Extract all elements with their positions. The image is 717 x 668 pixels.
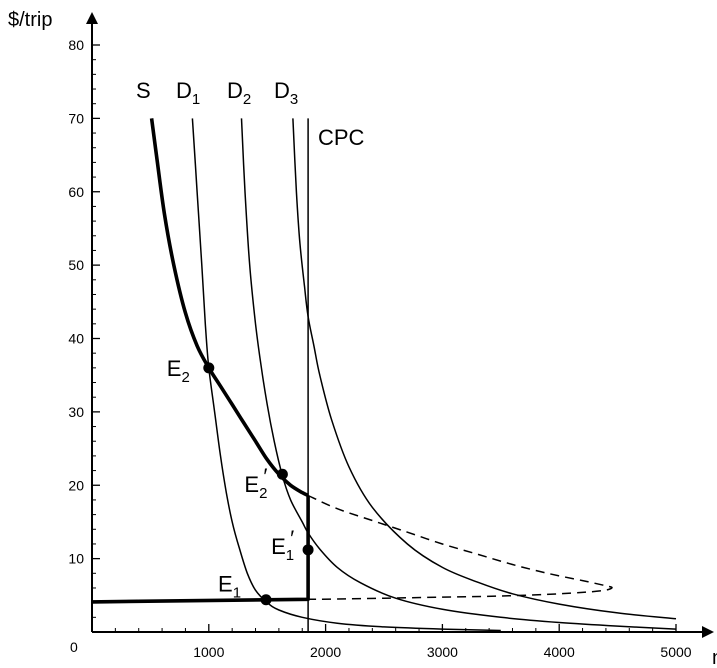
x-axis-arrow [702, 626, 714, 638]
y-tick-label: 40 [68, 331, 84, 347]
x-tick-label: 0 [70, 639, 78, 655]
equilibrium-E1-label: E1 [218, 572, 241, 602]
curve-label-D1: D1 [176, 78, 200, 108]
supply-curve-S [149, 118, 309, 498]
equilibrium-E2-label: E2 [167, 356, 190, 386]
y-tick-label: 10 [68, 551, 84, 567]
curve-label-CPC: CPC [318, 125, 365, 150]
y-tick-label: 50 [68, 257, 84, 273]
y-tick-label: 80 [68, 37, 84, 53]
demand-curve-D1 [191, 118, 501, 632]
y-axis-title: $/trip [8, 9, 52, 31]
ticks: 0 1000 2000 3000 4000 5000 10 20 30 40 50 60 70 80 [68, 37, 691, 660]
equilibrium-E1-prime-point [302, 544, 314, 556]
curve-label-S: S [136, 78, 151, 103]
x-tick-label: 1000 [193, 644, 224, 660]
supply-floor-line [91, 495, 310, 604]
axes: $/trip n [8, 9, 717, 668]
y-tick-label: 70 [68, 110, 84, 126]
curve-labels: S D1 D2 D3 CPC [136, 78, 365, 150]
y-tick-label: 60 [68, 184, 84, 200]
equilibrium-points: E1 E2 E1′ E2′ [167, 356, 314, 606]
x-tick-label: 5000 [660, 644, 691, 660]
x-tick-label: 4000 [544, 644, 575, 660]
equilibrium-E2-prime-point [276, 468, 288, 480]
x-tick-label: 2000 [310, 644, 341, 660]
demand-curve-D2 [240, 118, 677, 630]
x-tick-label: 3000 [427, 644, 458, 660]
supply-curve-dashed [307, 494, 613, 601]
equilibrium-E2-prime-label: E2′ [244, 464, 267, 502]
demand-curve-D3 [292, 118, 677, 620]
equilibrium-E2-point [203, 362, 215, 374]
curve-label-D2: D2 [227, 78, 251, 108]
x-axis-title: n [712, 647, 717, 668]
curve-label-D3: D3 [274, 78, 298, 108]
y-tick-label: 30 [68, 404, 84, 420]
equilibrium-E1-prime-label: E1′ [271, 526, 294, 564]
y-axis-arrow [86, 12, 98, 24]
equilibrium-E1-point [260, 594, 272, 606]
y-tick-label: 20 [68, 477, 84, 493]
